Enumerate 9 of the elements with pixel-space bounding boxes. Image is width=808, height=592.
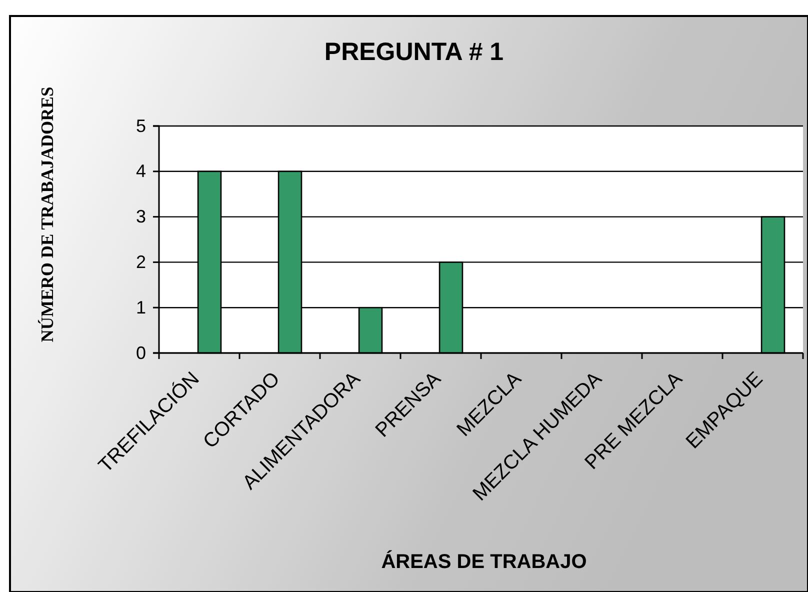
- y-tick-label: 3: [136, 206, 146, 227]
- y-tick-label: 2: [136, 252, 146, 272]
- y-tick-label: 4: [136, 161, 146, 182]
- y-tick-label: 0: [136, 342, 146, 363]
- y-tick-label: 1: [136, 297, 146, 318]
- x-axis-title: ÁREAS DE TRABAJO: [381, 550, 587, 573]
- y-tick-label: 5: [136, 116, 146, 136]
- chart-title: PREGUNTA # 1: [324, 38, 504, 66]
- y-axis-title: NÚMERO DE TRABAJADORES: [37, 86, 57, 342]
